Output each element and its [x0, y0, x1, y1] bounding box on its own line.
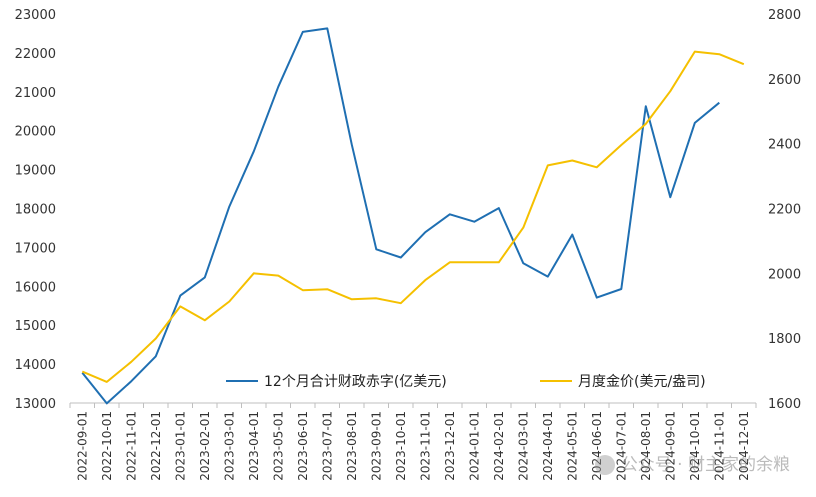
x-tick-label: 2024-07-01 [614, 411, 628, 481]
x-tick-label: 2022-10-01 [100, 411, 114, 481]
x-tick-label: 2024-10-01 [688, 411, 702, 481]
y-left-tick-label: 13000 [15, 397, 56, 412]
x-tick-label: 2024-12-01 [737, 411, 751, 481]
y-left-tick-label: 22000 [15, 47, 56, 62]
x-tick-label: 2023-01-01 [173, 411, 187, 481]
x-tick-label: 2024-04-01 [541, 411, 555, 481]
y-right-tick-label: 2400 [768, 138, 801, 153]
x-tick-label: 2024-05-01 [565, 411, 579, 481]
x-tick-label: 2023-11-01 [418, 411, 432, 481]
series-line-1 [81, 27, 720, 405]
x-tick-label: 2024-06-01 [590, 411, 604, 481]
y-left-tick-label: 15000 [15, 319, 56, 334]
y-left-tick-label: 16000 [15, 280, 56, 295]
x-tick-label: 2023-07-01 [320, 411, 334, 481]
wechat-icon [594, 455, 615, 475]
x-tick-label: 2024-03-01 [516, 411, 530, 481]
y-left-tick-label: 23000 [15, 8, 56, 23]
watermark-text: 公众号 · 财主家的余粮 [620, 455, 790, 475]
x-tick-label: 2022-09-01 [75, 411, 89, 481]
x-tick-label: 2023-09-01 [369, 411, 383, 481]
series-line-2 [81, 50, 745, 383]
y-right-tick-label: 2600 [768, 73, 801, 88]
x-tick-label: 2023-06-01 [296, 411, 310, 481]
y-right-tick-label: 1800 [768, 332, 801, 347]
x-tick-label: 2023-05-01 [271, 411, 285, 481]
x-tick-label: 2024-01-01 [467, 411, 481, 481]
y-right-tick-label: 2200 [768, 203, 801, 218]
x-tick-label: 2023-08-01 [345, 411, 359, 481]
x-tick-label: 2024-02-01 [492, 411, 506, 481]
y-left-tick-label: 19000 [15, 164, 56, 179]
x-tick-label: 2022-12-01 [149, 411, 163, 481]
y-right-tick-label: 2800 [768, 8, 801, 23]
x-tick-label: 2022-11-01 [124, 411, 138, 481]
y-right-tick-label: 2000 [768, 267, 801, 282]
legend-label-2: 月度金价(美元/盎司) [578, 374, 706, 390]
y-left-tick-label: 20000 [15, 125, 56, 140]
y-left-tick-label: 17000 [15, 241, 56, 256]
watermark: 公众号 · 财主家的余粮 [594, 450, 790, 475]
x-tick-label: 2023-04-01 [247, 411, 261, 481]
x-tick-label: 2023-02-01 [198, 411, 212, 481]
x-tick-label: 2024-09-01 [663, 411, 677, 481]
x-tick-label: 2024-08-01 [639, 411, 653, 481]
x-tick-label: 2023-12-01 [443, 411, 457, 481]
x-tick-label: 2023-03-01 [222, 411, 236, 481]
y-left-tick-label: 14000 [15, 358, 56, 373]
y-left-tick-label: 18000 [15, 203, 56, 218]
x-tick-label: 2023-10-01 [394, 411, 408, 481]
y-right-tick-label: 1600 [768, 397, 801, 412]
legend-label-1: 12个月合计财政赤字(亿美元) [264, 374, 447, 390]
y-left-tick-label: 21000 [15, 86, 56, 101]
x-tick-label: 2024-11-01 [712, 411, 726, 481]
